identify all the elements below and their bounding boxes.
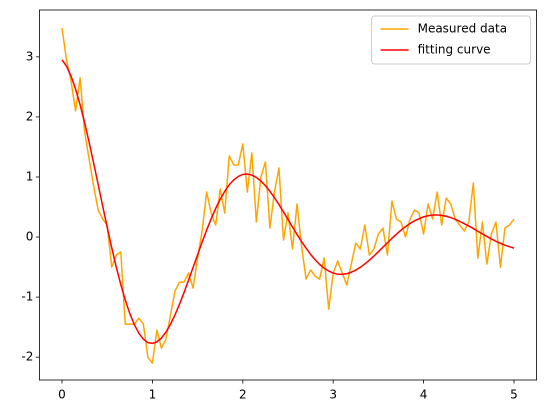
x-tick-label: 0 [58,388,66,402]
legend-box [371,15,532,65]
y-tick-label: 3 [26,49,34,63]
x-tick-label: 5 [510,388,518,402]
y-tick-label: 1 [26,169,34,183]
y-tick-label: -2 [21,350,33,364]
x-tick-label: 2 [239,388,247,402]
y-tick-label: -1 [21,290,33,304]
legend-label: Measured data [418,22,507,36]
y-tick-label: 0 [26,230,34,244]
data-line [61,59,515,345]
plot-frame [39,9,538,381]
data-line [61,27,515,364]
y-tick-label: 2 [26,109,34,123]
x-tick-label: 4 [420,388,428,402]
legend-label: fitting curve [418,43,491,57]
x-tick-label: 1 [149,388,157,402]
legend: Measured data fitting curve [371,15,532,65]
x-tick-label: 3 [329,388,337,402]
